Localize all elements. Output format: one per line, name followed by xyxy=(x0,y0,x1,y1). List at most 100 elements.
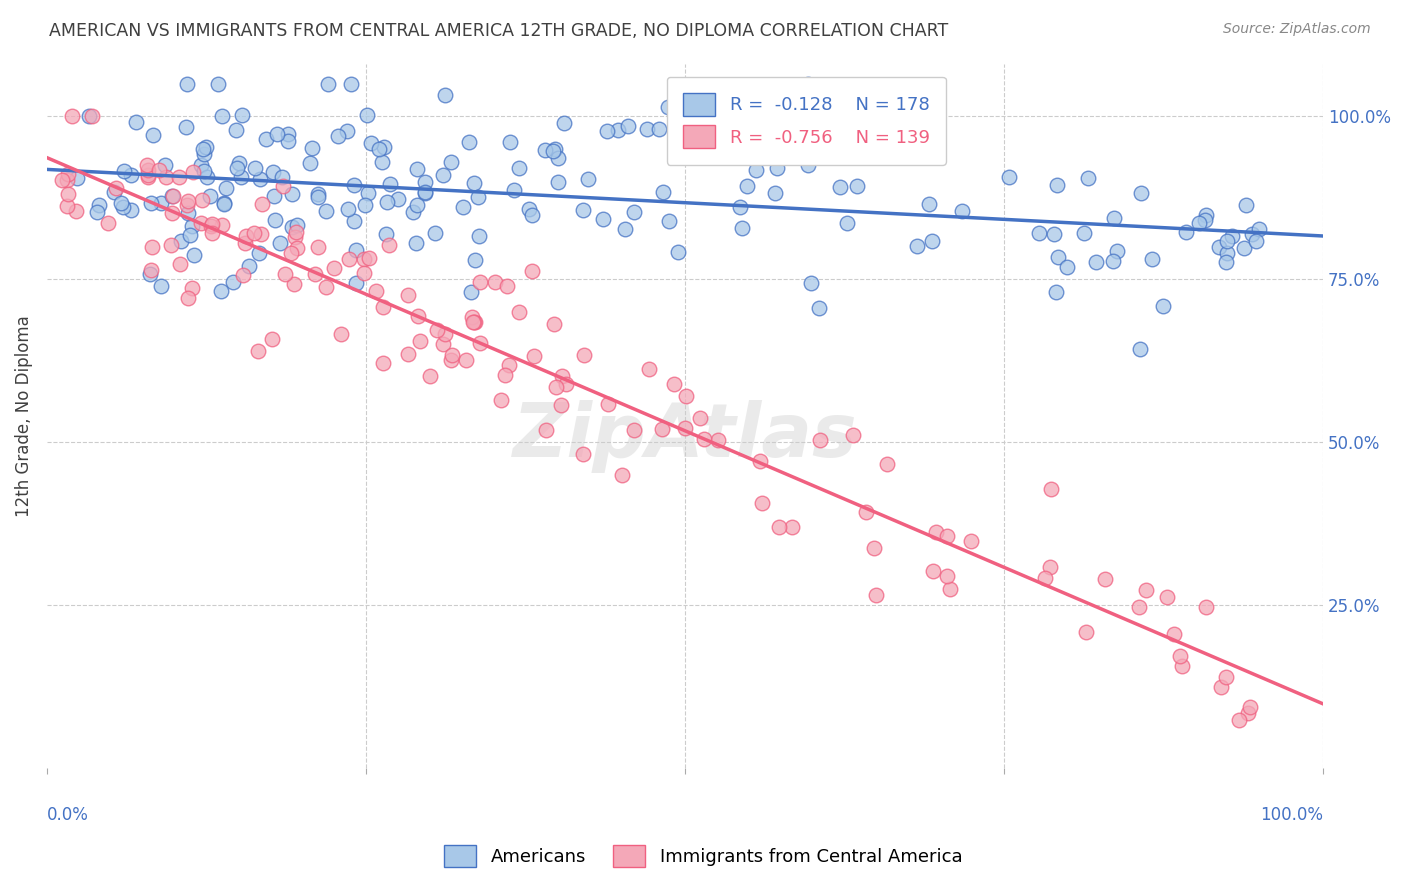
Point xyxy=(523,349,546,363)
Point xyxy=(396,347,419,361)
Point xyxy=(249,227,271,241)
Point xyxy=(551,368,574,383)
Point xyxy=(1073,226,1095,240)
Point xyxy=(284,229,307,244)
Point xyxy=(370,155,392,169)
Point xyxy=(1135,582,1157,597)
Point xyxy=(728,200,751,214)
Point xyxy=(135,157,157,171)
Point xyxy=(541,145,564,159)
Point xyxy=(111,201,134,215)
Point xyxy=(215,181,238,195)
Point xyxy=(1130,186,1153,200)
Point xyxy=(153,158,176,172)
Point xyxy=(212,197,235,211)
Point xyxy=(657,100,679,114)
Point xyxy=(1105,244,1128,259)
Point xyxy=(1163,627,1185,641)
Point xyxy=(254,132,277,146)
Point xyxy=(247,344,270,359)
Point xyxy=(1077,171,1099,186)
Point xyxy=(315,280,337,294)
Point xyxy=(262,332,284,346)
Point xyxy=(249,172,271,186)
Point xyxy=(374,227,396,241)
Point xyxy=(623,423,645,437)
Point xyxy=(1085,255,1108,269)
Point xyxy=(195,169,218,184)
Point xyxy=(125,114,148,128)
Point xyxy=(56,186,79,201)
Point xyxy=(468,275,491,289)
Point xyxy=(1240,227,1263,241)
Point xyxy=(508,305,530,319)
Point xyxy=(343,214,366,228)
Point xyxy=(180,219,202,233)
Point xyxy=(876,458,898,472)
Point xyxy=(658,214,681,228)
Point xyxy=(433,327,456,342)
Point xyxy=(1156,590,1178,604)
Point xyxy=(280,245,302,260)
Point xyxy=(86,205,108,219)
Point xyxy=(1128,600,1150,615)
Point xyxy=(271,178,294,193)
Point xyxy=(1194,208,1216,222)
Point xyxy=(499,135,522,149)
Point xyxy=(689,411,711,425)
Point xyxy=(461,315,484,329)
Point xyxy=(425,226,447,240)
Point xyxy=(316,77,339,91)
Point xyxy=(373,356,395,370)
Point xyxy=(176,120,198,134)
Point xyxy=(162,189,184,203)
Point xyxy=(176,77,198,91)
Point xyxy=(434,87,457,102)
Point xyxy=(1215,234,1237,248)
Point xyxy=(837,216,859,230)
Point xyxy=(281,220,304,235)
Text: Source: ZipAtlas.com: Source: ZipAtlas.com xyxy=(1223,22,1371,37)
Point xyxy=(364,284,387,298)
Text: 0.0%: 0.0% xyxy=(46,806,89,824)
Point xyxy=(243,227,266,241)
Point xyxy=(458,135,481,149)
Point xyxy=(120,168,142,182)
Point xyxy=(1046,250,1069,264)
Point xyxy=(191,194,214,208)
Point xyxy=(1215,246,1237,260)
Legend: Americans, Immigrants from Central America: Americans, Immigrants from Central Ameri… xyxy=(436,838,970,874)
Point xyxy=(441,348,464,362)
Point xyxy=(842,428,865,442)
Point xyxy=(494,368,516,383)
Point xyxy=(1194,212,1216,227)
Point xyxy=(692,432,714,446)
Point xyxy=(675,389,697,403)
Point xyxy=(87,197,110,211)
Point xyxy=(110,195,132,210)
Point xyxy=(212,196,235,211)
Point xyxy=(169,257,191,271)
Point xyxy=(508,161,530,175)
Point xyxy=(745,162,768,177)
Point xyxy=(269,235,291,250)
Point xyxy=(1045,285,1067,299)
Point xyxy=(402,205,425,219)
Point xyxy=(426,323,449,337)
Legend: R =  -0.128    N = 178, R =  -0.756    N = 139: R = -0.128 N = 178, R = -0.756 N = 139 xyxy=(666,77,946,164)
Point xyxy=(160,237,183,252)
Point xyxy=(235,229,257,244)
Point xyxy=(136,169,159,183)
Point xyxy=(277,127,299,141)
Point xyxy=(193,147,215,161)
Point xyxy=(464,314,486,328)
Point xyxy=(648,121,671,136)
Point xyxy=(149,279,172,293)
Point xyxy=(460,285,482,299)
Point xyxy=(167,169,190,184)
Point xyxy=(1056,260,1078,275)
Point xyxy=(336,124,359,138)
Point xyxy=(617,119,640,133)
Point xyxy=(1101,254,1123,268)
Point xyxy=(1211,680,1233,694)
